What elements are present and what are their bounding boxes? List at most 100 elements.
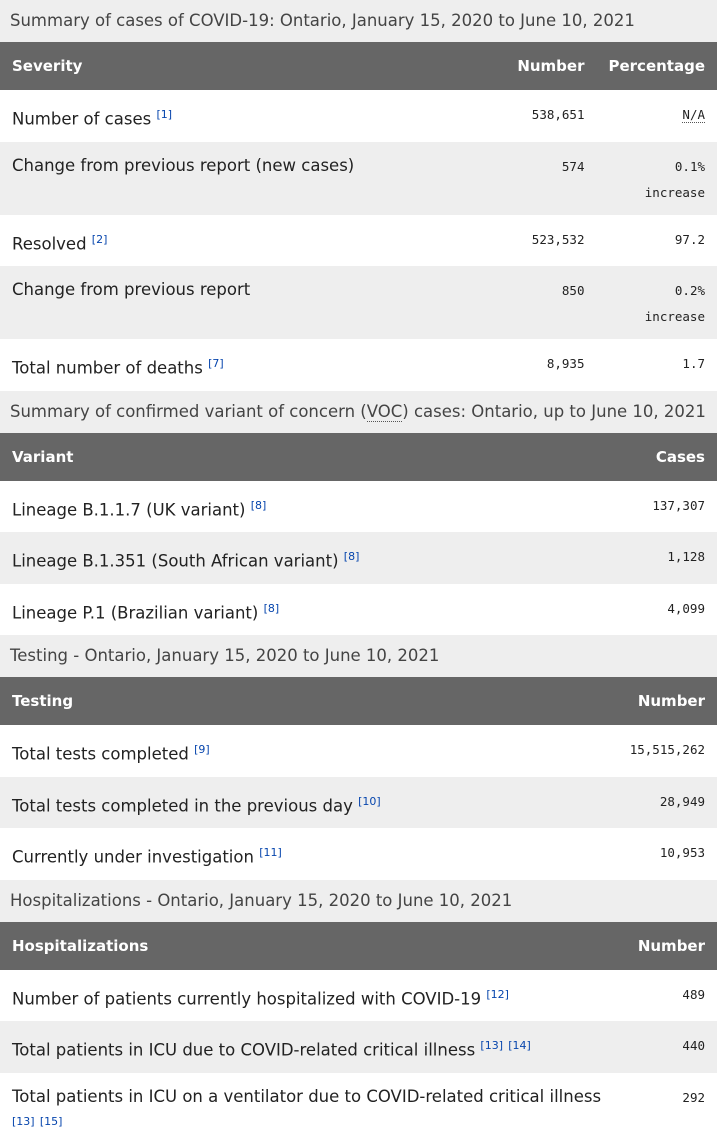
percentage-value: 1.7	[682, 356, 705, 371]
row-percentage: 1.7	[596, 339, 717, 391]
percentage-value: 0.1%	[675, 159, 705, 174]
reference-link[interactable]: [12]	[486, 988, 509, 1001]
row-number: 292	[626, 1073, 717, 1148]
row-label: Lineage P.1 (Brazilian variant) [8]	[0, 584, 594, 636]
reference-link[interactable]: [14]	[508, 1039, 531, 1052]
percentage-change-label: increase	[608, 305, 705, 329]
row-number: 440	[626, 1021, 717, 1073]
reference-superscript: [2]	[92, 231, 108, 247]
row-label-text: Total patients in ICU due to COVID-relat…	[12, 1041, 475, 1060]
row-label: Total number of deaths [7]	[0, 339, 502, 391]
reference-superscript: [11]	[259, 844, 282, 860]
column-header-percentage: Percentage	[596, 42, 717, 90]
row-label: Change from previous report (new cases)	[0, 142, 502, 215]
reference-link[interactable]: [15]	[40, 1115, 63, 1128]
table-row: Lineage B.1.1.7 (UK variant) [8]137,307	[0, 481, 717, 533]
row-number: 538,651	[502, 90, 596, 142]
reference-link[interactable]: [11]	[259, 846, 282, 859]
row-label-text: Currently under investigation	[12, 848, 254, 867]
percentage-value: 0.2%	[675, 283, 705, 298]
table-caption: Summary of confirmed variant of concern …	[0, 391, 717, 433]
table-caption: Hospitalizations - Ontario, January 15, …	[0, 880, 717, 922]
row-label: Total tests completed [9]	[0, 725, 572, 777]
row-label: Number of cases [1]	[0, 90, 502, 142]
column-header-testing: Testing	[0, 677, 572, 725]
reference-link[interactable]: [9]	[194, 743, 210, 756]
percentage-value: 97.2	[675, 232, 705, 247]
reference-superscript: [8]	[264, 600, 280, 616]
table-caption: Summary of cases of COVID-19: Ontario, J…	[0, 0, 717, 42]
reference-link[interactable]: [2]	[92, 233, 108, 246]
row-label-text: Resolved	[12, 234, 87, 253]
row-label: Change from previous report	[0, 266, 502, 339]
row-number: 850	[502, 266, 596, 339]
row-number: 489	[626, 970, 717, 1022]
reference-link[interactable]: [10]	[358, 795, 381, 808]
table-row: Change from previous report 850 0.2% increa…	[0, 266, 717, 339]
row-label-text: Total patients in ICU on a ventilator du…	[12, 1087, 601, 1106]
row-label: Resolved [2]	[0, 215, 502, 267]
caption-text: ) cases: Ontario, up to June 10, 2021	[402, 402, 706, 421]
table-row: Total tests completed in the previous da…	[0, 777, 717, 829]
row-number: 523,532	[502, 215, 596, 267]
table-row: Total patients in ICU due to COVID-relat…	[0, 1021, 717, 1073]
reference-link[interactable]: [8]	[344, 550, 360, 563]
column-header-number: Number	[572, 677, 717, 725]
caption-text: Summary of confirmed variant of concern …	[10, 402, 367, 421]
reference-link[interactable]: [1]	[156, 108, 172, 121]
voc-abbreviation[interactable]: VOC	[367, 402, 403, 422]
row-number: 137,307	[594, 481, 717, 533]
variant-table: Summary of confirmed variant of concern …	[0, 391, 717, 636]
reference-link[interactable]: [7]	[208, 357, 224, 370]
row-label: Total tests completed in the previous da…	[0, 777, 572, 829]
table-row: Total tests completed [9]15,515,262	[0, 725, 717, 777]
reference-link[interactable]: [13]	[480, 1039, 503, 1052]
reference-superscript: [13]	[480, 1037, 503, 1053]
table-row: Change from previous report (new cases) 5…	[0, 142, 717, 215]
reference-link[interactable]: [13]	[12, 1115, 35, 1128]
row-number: 4,099	[594, 584, 717, 636]
row-label-text: Lineage B.1.351 (South African variant)	[12, 552, 339, 571]
row-label-text: Change from previous report	[12, 280, 250, 299]
row-label-text: Total tests completed in the previous da…	[12, 796, 353, 815]
table-row: Number of patients currently hospitalize…	[0, 970, 717, 1022]
row-percentage: 0.1% increase	[596, 142, 717, 215]
row-label-text: Number of cases	[12, 110, 151, 129]
row-number: 574	[502, 142, 596, 215]
reference-link[interactable]: [8]	[264, 602, 280, 615]
cases-summary-table: Summary of cases of COVID-19: Ontario, J…	[0, 0, 717, 391]
reference-superscript: [14]	[508, 1037, 531, 1053]
row-number: 28,949	[572, 777, 717, 829]
row-percentage: 97.2	[596, 215, 717, 267]
row-number: 1,128	[594, 532, 717, 584]
row-label: Number of patients currently hospitalize…	[0, 970, 626, 1022]
table-row: Currently under investigation [11] 10,953	[0, 828, 717, 880]
column-header-variant: Variant	[0, 433, 594, 481]
row-label: Lineage B.1.1.7 (UK variant) [8]	[0, 481, 594, 533]
row-label-text: Lineage B.1.1.7 (UK variant)	[12, 500, 245, 519]
reference-superscript: [12]	[486, 986, 509, 1002]
row-number: 15,515,262	[572, 725, 717, 777]
reference-superscript: [10]	[358, 793, 381, 809]
row-percentage: 0.2% increase	[596, 266, 717, 339]
percentage-value[interactable]: N/A	[682, 107, 705, 123]
row-label-text: Lineage P.1 (Brazilian variant)	[12, 603, 258, 622]
reference-link[interactable]: [8]	[251, 499, 267, 512]
reference-superscript: [8]	[344, 548, 360, 564]
row-label-text: Change from previous report (new cases)	[12, 156, 354, 175]
row-label-text: Total tests completed	[12, 745, 189, 764]
row-label-text: Number of patients currently hospitalize…	[12, 989, 481, 1008]
hospitalizations-table: Hospitalizations - Ontario, January 15, …	[0, 880, 717, 1148]
row-number: 10,953	[572, 828, 717, 880]
table-row: Lineage P.1 (Brazilian variant) [8]4,099	[0, 584, 717, 636]
table-caption: Testing - Ontario, January 15, 2020 to J…	[0, 635, 717, 677]
percentage-change-label: increase	[608, 181, 705, 205]
